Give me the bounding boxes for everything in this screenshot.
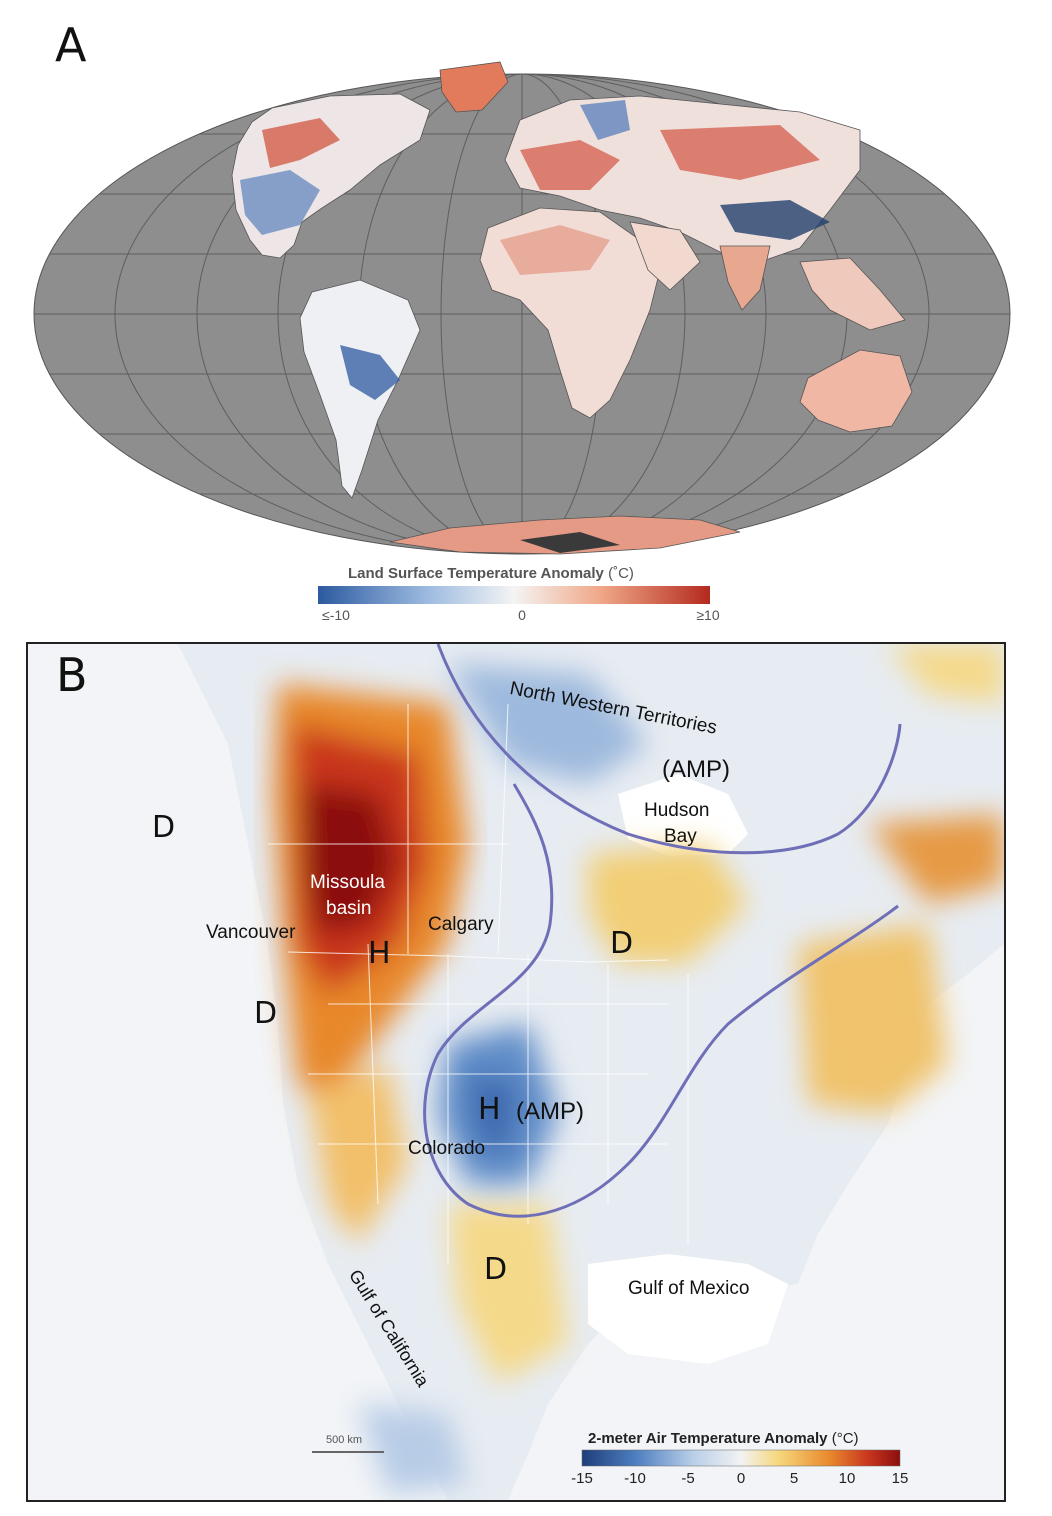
arabia (629, 221, 701, 291)
colorbar-a-title-text: Land Surface Temperature Anomaly (348, 565, 604, 582)
colorbar-b-tick: 15 (891, 1470, 909, 1487)
gulf-mexico-water (588, 1254, 788, 1364)
india (719, 245, 771, 311)
colorbar-b-tick: -10 (624, 1470, 646, 1487)
label-colorado: Colorado (408, 1138, 486, 1159)
label-d-pacific: D (152, 810, 176, 845)
colorbar-a-tick-min: ≤-10 (322, 607, 350, 623)
sa-cold (340, 345, 400, 400)
hudson-bay-water (618, 774, 748, 856)
colorbar-b-title-text: 2-meter Air Temperature Anomaly (588, 1430, 828, 1447)
siberia-warm (660, 125, 820, 180)
label-d-central: D (610, 926, 634, 961)
se-asia (799, 257, 906, 331)
north-america-anomaly-map (178, 644, 1004, 1500)
label-d-coast: D (254, 996, 278, 1031)
colorbar-b-tick: -5 (681, 1470, 695, 1487)
tibet-cold (720, 200, 830, 240)
scandinavia-cold (580, 100, 630, 140)
label-gulf-of-mexico: Gulf of Mexico (628, 1278, 750, 1299)
warm-anomaly-east (448, 644, 1004, 1384)
colorbar-b-bar (581, 1449, 901, 1467)
label-d-south: D (484, 1252, 508, 1287)
label-missoula: Missoula (310, 872, 385, 893)
amp-contour-north (436, 644, 902, 855)
colorbar-b-tick: 10 (838, 1470, 856, 1487)
na-cold (240, 170, 320, 235)
political-borders (268, 703, 689, 1264)
panel-b: B North Western Territories (AMP) Hudson… (26, 642, 1006, 1502)
label-h-south: H (478, 1092, 501, 1127)
world-lst-map (33, 61, 1011, 604)
scale-bar-label: 500 km (326, 1434, 363, 1446)
label-h-north: H (368, 936, 391, 971)
australia (799, 349, 913, 433)
label-hudson: Hudson (644, 800, 710, 821)
colorbar-b-tick: 5 (789, 1470, 799, 1487)
antarctica-dark (520, 532, 620, 553)
label-amp-south: (AMP) (516, 1098, 584, 1125)
colorbar-a-tick-max: ≥10 (696, 607, 720, 623)
africa-warm (500, 225, 610, 275)
greenland (439, 61, 509, 113)
continents (231, 61, 913, 555)
colorbar-b-tick: 0 (736, 1470, 746, 1487)
colorbar-a-title: Land Surface Temperature Anomaly (˚C) (348, 565, 634, 582)
colorbar-b-unit: (°C) (831, 1430, 859, 1447)
label-calgary: Calgary (428, 914, 494, 935)
colorbar-b-title: 2-meter Air Temperature Anomaly (°C) (588, 1430, 859, 1447)
colorbar-a-tick-zero: 0 (518, 607, 526, 623)
panel-b-letter: B (56, 648, 88, 702)
label-vancouver: Vancouver (206, 922, 296, 943)
label-bay: Bay (664, 826, 697, 847)
europe-warm (520, 140, 620, 190)
amp-contour-south (423, 783, 899, 1218)
panel-a-letter: A (55, 18, 87, 72)
colorbar-a-bar (318, 586, 710, 604)
warm-anomaly-west (273, 684, 468, 1244)
panel-a: A (0, 0, 1052, 630)
colorbar-a-unit: (˚C) (608, 565, 634, 582)
label-basin: basin (326, 898, 372, 919)
colorbar-b-tick: -15 (571, 1470, 593, 1487)
na-warm (262, 118, 340, 168)
label-amp-north: (AMP) (662, 756, 730, 783)
